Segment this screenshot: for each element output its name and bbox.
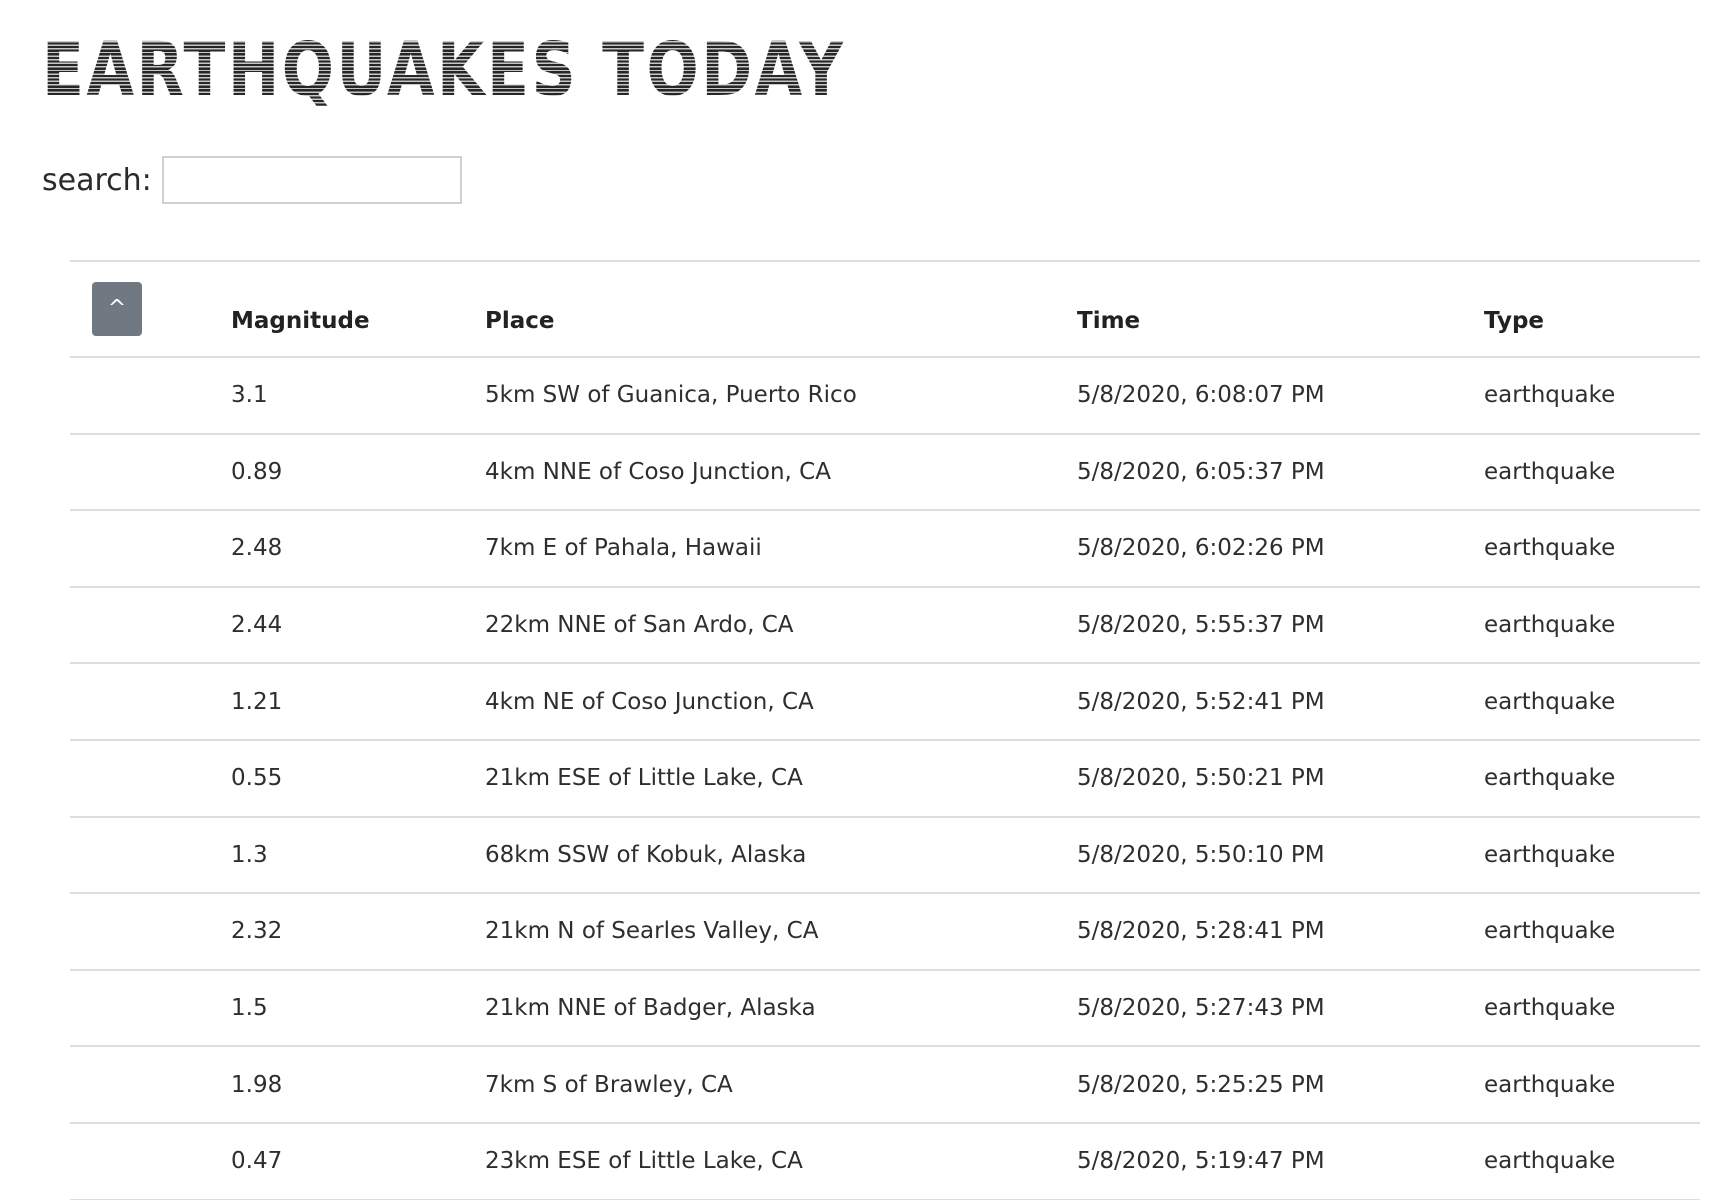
search-label: search: — [42, 162, 152, 198]
cell-spacer — [70, 740, 231, 817]
table-body: 3.1 5km SW of Guanica, Puerto Rico 5/8/202… — [70, 357, 1700, 1200]
cell-time: 5/8/2020, 5:55:37 PM — [1077, 612, 1325, 639]
cell-type: earthquake — [1484, 382, 1616, 409]
cell-magnitude: 1.3 — [231, 841, 268, 868]
cell-magnitude: 0.55 — [231, 765, 283, 792]
cell-magnitude: 2.44 — [231, 612, 283, 639]
cell-magnitude: 3.1 — [231, 382, 268, 409]
cell-time: 5/8/2020, 5:52:41 PM — [1077, 688, 1325, 715]
cell-magnitude: 2.48 — [231, 535, 283, 562]
cell-type: earthquake — [1484, 841, 1616, 868]
cell-time: 5/8/2020, 5:28:41 PM — [1077, 918, 1325, 945]
header-row: ^ Magnitude Place Time Type — [70, 261, 1700, 357]
cell-place: 21km ESE of Little Lake, CA — [485, 765, 803, 792]
cell-spacer — [70, 893, 231, 970]
cell-magnitude: 0.47 — [231, 1148, 283, 1175]
table-row[interactable]: 2.48 7km E of Pahala, Hawaii 5/8/2020, 6:0… — [70, 510, 1700, 587]
cell-type: earthquake — [1484, 995, 1616, 1022]
table-row[interactable]: 1.98 7km S of Brawley, CA 5/8/2020, 5:25:2… — [70, 1046, 1700, 1123]
cell-type: earthquake — [1484, 765, 1616, 792]
table-row[interactable]: 0.55 21km ESE of Little Lake, CA 5/8/2020,… — [70, 740, 1700, 817]
cell-time: 5/8/2020, 6:05:37 PM — [1077, 458, 1325, 485]
cell-spacer — [70, 817, 231, 894]
cell-type: earthquake — [1484, 458, 1616, 485]
cell-spacer — [70, 357, 231, 434]
column-header-magnitude[interactable]: Magnitude — [231, 308, 370, 334]
cell-time: 5/8/2020, 5:19:47 PM — [1077, 1148, 1325, 1175]
cell-place: 7km S of Brawley, CA — [485, 1071, 733, 1098]
cell-place: 4km NE of Coso Junction, CA — [485, 688, 814, 715]
cell-spacer — [70, 434, 231, 511]
cell-magnitude: 0.89 — [231, 458, 283, 485]
table-header: ^ Magnitude Place Time Type — [70, 261, 1700, 357]
cell-spacer — [70, 587, 231, 664]
search-bar: search: — [42, 156, 462, 204]
sort-toggle-button[interactable]: ^ — [92, 282, 142, 336]
earthquake-table: ^ Magnitude Place Time Type 3.1 5km SW of… — [70, 260, 1700, 1200]
table-row[interactable]: 2.44 22km NNE of San Ardo, CA 5/8/2020, 5:… — [70, 587, 1700, 664]
cell-spacer — [70, 970, 231, 1047]
page-title: EARTHQUAKES TODAY — [42, 27, 846, 113]
cell-magnitude: 1.21 — [231, 688, 283, 715]
cell-type: earthquake — [1484, 688, 1616, 715]
earthquake-table-container: ^ Magnitude Place Time Type 3.1 5km SW of… — [70, 260, 1700, 1200]
cell-spacer — [70, 663, 231, 740]
cell-time: 5/8/2020, 6:08:07 PM — [1077, 382, 1325, 409]
cell-time: 5/8/2020, 5:50:10 PM — [1077, 841, 1325, 868]
cell-place: 21km N of Searles Valley, CA — [485, 918, 819, 945]
search-input[interactable] — [161, 156, 462, 204]
cell-magnitude: 1.5 — [231, 995, 268, 1022]
table-row[interactable]: 2.32 21km N of Searles Valley, CA 5/8/2020… — [70, 893, 1700, 970]
table-row[interactable]: 1.21 4km NE of Coso Junction, CA 5/8/2020,… — [70, 663, 1700, 740]
cell-place: 68km SSW of Kobuk, Alaska — [485, 841, 807, 868]
column-header-time[interactable]: Time — [1077, 308, 1141, 334]
cell-type: earthquake — [1484, 612, 1616, 639]
cell-time: 5/8/2020, 5:50:21 PM — [1077, 765, 1325, 792]
cell-type: earthquake — [1484, 535, 1616, 562]
cell-place: 22km NNE of San Ardo, CA — [485, 612, 794, 639]
column-header-type[interactable]: Type — [1484, 308, 1545, 334]
cell-type: earthquake — [1484, 918, 1616, 945]
cell-magnitude: 2.32 — [231, 918, 283, 945]
cell-place: 21km NNE of Badger, Alaska — [485, 995, 816, 1022]
cell-time: 5/8/2020, 5:27:43 PM — [1077, 995, 1325, 1022]
cell-time: 5/8/2020, 6:02:26 PM — [1077, 535, 1325, 562]
cell-place: 23km ESE of Little Lake, CA — [485, 1148, 803, 1175]
cell-place: 5km SW of Guanica, Puerto Rico — [485, 382, 857, 409]
sort-column-header: ^ — [70, 261, 231, 357]
table-row[interactable]: 3.1 5km SW of Guanica, Puerto Rico 5/8/202… — [70, 357, 1700, 434]
cell-type: earthquake — [1484, 1148, 1616, 1175]
table-row[interactable]: 0.89 4km NNE of Coso Junction, CA 5/8/2020… — [70, 434, 1700, 511]
cell-place: 7km E of Pahala, Hawaii — [485, 535, 762, 562]
table-row[interactable]: 1.3 68km SSW of Kobuk, Alaska 5/8/2020, 5:… — [70, 817, 1700, 894]
cell-spacer — [70, 1123, 231, 1200]
cell-spacer — [70, 510, 231, 587]
cell-place: 4km NNE of Coso Junction, CA — [485, 458, 831, 485]
cell-time: 5/8/2020, 5:25:25 PM — [1077, 1071, 1325, 1098]
column-header-place[interactable]: Place — [485, 308, 555, 334]
table-row[interactable]: 0.47 23km ESE of Little Lake, CA 5/8/2020,… — [70, 1123, 1700, 1200]
cell-spacer — [70, 1046, 231, 1123]
table-row[interactable]: 1.5 21km NNE of Badger, Alaska 5/8/2020, 5… — [70, 970, 1700, 1047]
cell-magnitude: 1.98 — [231, 1071, 283, 1098]
cell-type: earthquake — [1484, 1071, 1616, 1098]
